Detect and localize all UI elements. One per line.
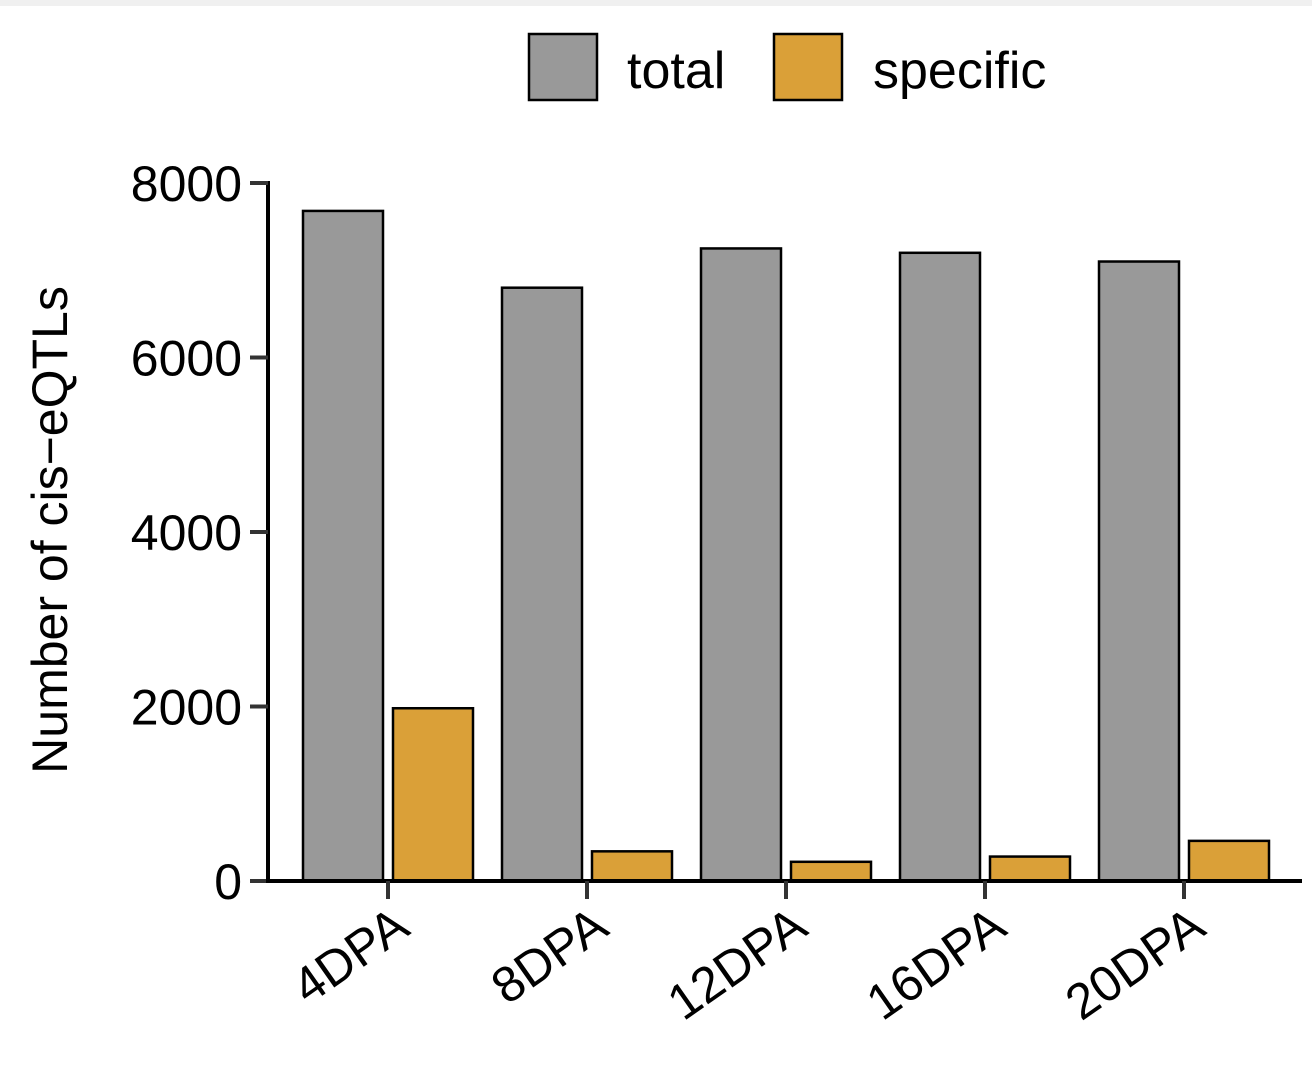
legend: total specific xyxy=(527,32,1046,102)
bar-total-12DPA xyxy=(699,247,783,883)
x-tick-label: 4DPA xyxy=(282,896,419,1015)
x-tick-label: 12DPA xyxy=(657,896,816,1031)
top-strip xyxy=(0,0,1312,6)
bars xyxy=(301,209,1271,883)
legend-label-specific: specific xyxy=(873,42,1046,100)
legend-label-total: total xyxy=(627,42,725,100)
bar-total-20DPA xyxy=(1097,260,1181,883)
bar-specific-16DPA xyxy=(988,855,1072,883)
x-axis: 4DPA 8DPA 12DPA 16DPA 20DPA xyxy=(266,879,1302,1031)
y-tick-label: 6000 xyxy=(131,331,242,387)
x-tick-label: 8DPA xyxy=(481,896,618,1015)
bar-specific-4DPA xyxy=(391,706,475,883)
bar-total-16DPA xyxy=(898,251,982,883)
y-tick-label: 4000 xyxy=(131,505,242,561)
y-axis: 0 2000 4000 6000 8000 xyxy=(131,156,270,910)
y-tick-label: 8000 xyxy=(131,156,242,212)
y-tick-label: 2000 xyxy=(131,680,242,736)
y-axis-title: Number of cis−eQTLs xyxy=(22,286,78,774)
y-tick-label: 0 xyxy=(214,854,242,910)
bar-specific-8DPA xyxy=(590,850,674,883)
x-tick-label: 16DPA xyxy=(856,896,1015,1031)
x-tick-label: 20DPA xyxy=(1055,896,1214,1031)
legend-swatch-specific xyxy=(772,32,844,102)
bar-specific-20DPA xyxy=(1187,839,1271,883)
bar-specific-12DPA xyxy=(789,860,873,883)
bar-total-8DPA xyxy=(500,286,584,883)
bar-total-4DPA xyxy=(301,209,385,883)
legend-swatch-total xyxy=(527,32,599,102)
